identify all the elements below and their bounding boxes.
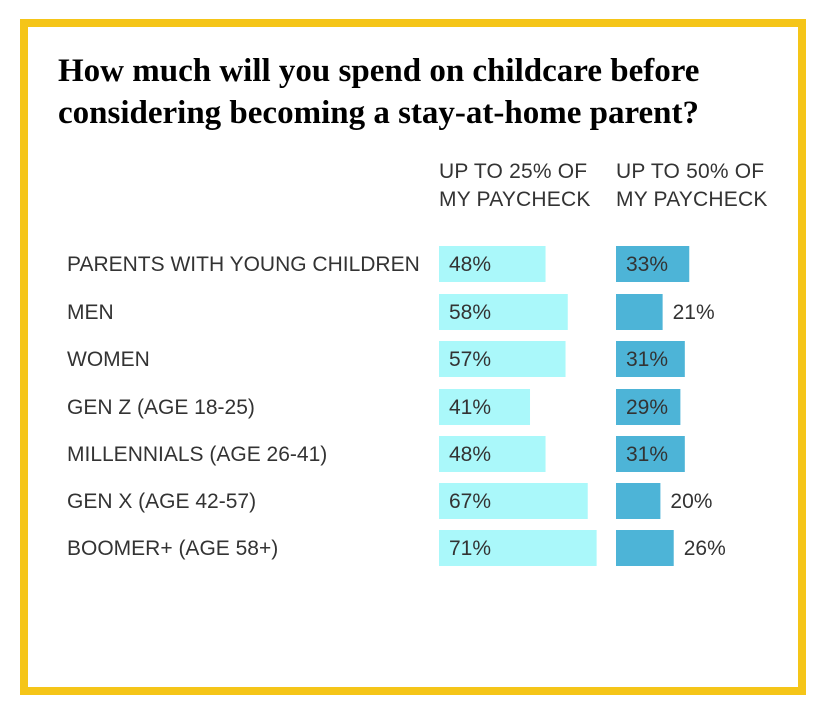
data-label: 20% (670, 490, 712, 513)
bar-series-1 (439, 530, 597, 566)
series-header-25-percent: UP TO 25% OF MY PAYCHECK (439, 158, 591, 214)
series-header-line: UP TO 25% OF (439, 160, 588, 183)
category-label: BOOMER+ (AGE 58+) (67, 537, 278, 560)
bar-series-2 (616, 294, 663, 330)
bar-series-2 (616, 341, 685, 377)
data-label: 48% (449, 253, 491, 276)
data-label: 67% (449, 490, 491, 513)
data-label: 31% (626, 348, 668, 371)
category-label: MEN (67, 301, 114, 324)
series-header-line: MY PAYCHECK (439, 188, 591, 211)
category-label: GEN Z (AGE 18-25) (67, 396, 255, 419)
bar-series-2 (616, 246, 690, 282)
data-label: 71% (449, 537, 491, 560)
data-label: 41% (449, 396, 491, 419)
data-label: 26% (684, 537, 726, 560)
bar-series-1 (439, 483, 588, 519)
bar-series-1 (439, 341, 566, 377)
category-label: WOMEN (67, 348, 150, 371)
category-label: GEN X (AGE 42-57) (67, 490, 256, 513)
data-label: 29% (626, 396, 668, 419)
data-label: 21% (673, 301, 715, 324)
bar-series-2 (616, 436, 685, 472)
data-label: 31% (626, 443, 668, 466)
data-label: 58% (449, 301, 491, 324)
series-header-50-percent: UP TO 50% OF MY PAYCHECK (616, 158, 768, 214)
chart-title: How much will you spend on childcare bef… (58, 53, 700, 131)
category-label: MILLENNIALS (AGE 26-41) (67, 443, 327, 466)
bar-series-1 (439, 389, 531, 425)
bar-series-1 (439, 294, 568, 330)
series-header-line: MY PAYCHECK (616, 188, 768, 211)
category-label: PARENTS WITH YOUNG CHILDREN (67, 253, 420, 276)
bar-series-2 (616, 389, 681, 425)
bar-series-1 (439, 436, 546, 472)
data-label: 48% (449, 443, 491, 466)
bar-series-2 (616, 483, 661, 519)
bar-series-2 (616, 530, 674, 566)
series-header-line: UP TO 50% OF (616, 160, 765, 183)
data-label: 57% (449, 348, 491, 371)
bar-series-1 (439, 246, 546, 282)
data-label: 33% (626, 253, 668, 276)
